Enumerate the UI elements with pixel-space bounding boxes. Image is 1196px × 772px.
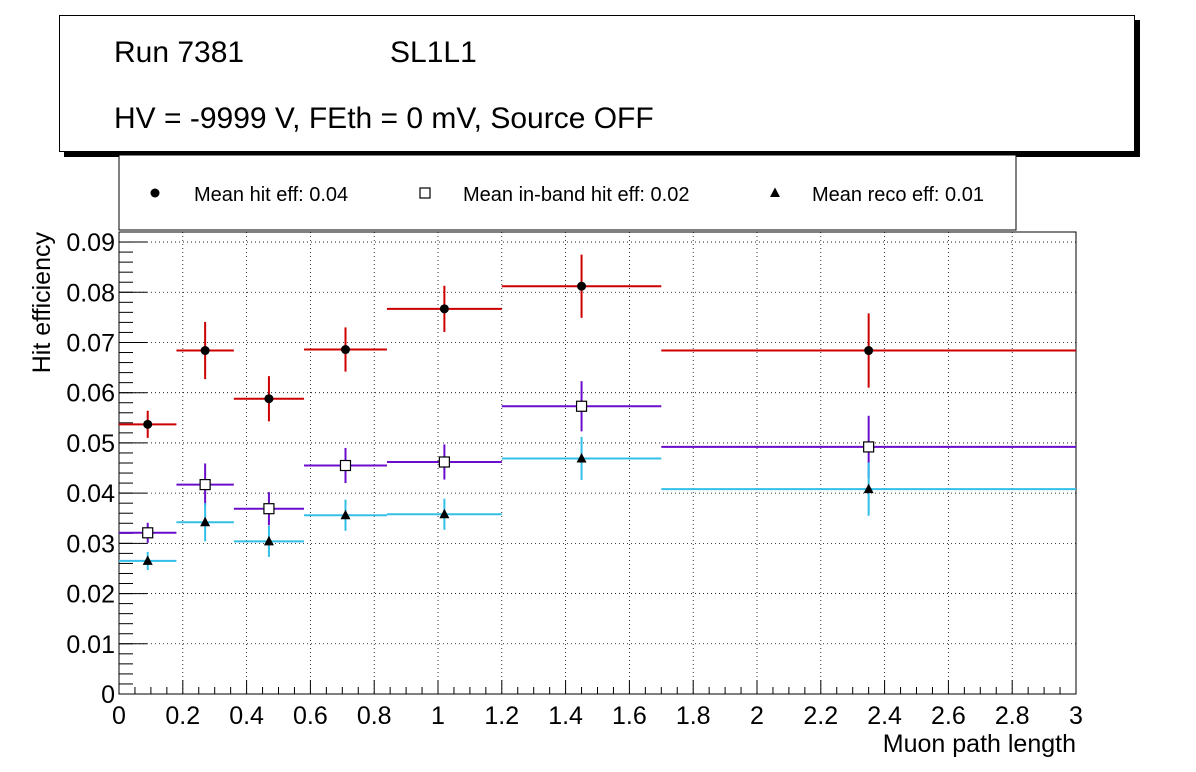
x-tick-label: 2.4: [867, 702, 902, 730]
legend-marker: [419, 187, 431, 199]
conditions-label: HV = -9999 V, FEth = 0 mV, Source OFF: [114, 102, 654, 135]
legend-label: Mean reco eff: 0.01: [812, 184, 984, 206]
x-tick-label: 0.6: [293, 702, 328, 730]
data-point: [143, 419, 153, 429]
x-axis-label: Muon path length: [883, 730, 1076, 758]
x-tick-label: 0.2: [165, 702, 200, 730]
data-point: [199, 478, 211, 491]
data-point: [577, 281, 587, 291]
y-axis-label: Hit efficiency: [28, 232, 56, 374]
y-tick-label: 0.05: [66, 430, 115, 458]
x-tick-label: 1.6: [612, 702, 647, 730]
data-point: [864, 346, 874, 356]
data-point: [263, 503, 275, 515]
data-point: [200, 346, 210, 356]
axes: 0 0.2 0.4 0.6 0.8 1 1.2 1.4 1.6 1.8 2 2.2 2.4 2.6 2.8 3…: [66, 229, 1083, 730]
legend-marker: [770, 187, 780, 197]
run-number: Run 7381: [114, 36, 245, 69]
data-point: [863, 441, 875, 453]
y-tick-label: 0.09: [66, 229, 115, 257]
data-point: [200, 516, 211, 527]
legend-box: [118, 154, 1017, 231]
data-point: [439, 508, 450, 519]
layer-label: SL1L1: [390, 36, 477, 69]
data-point: [340, 345, 350, 355]
grid: [119, 232, 1076, 694]
legend: Mean hit eff: 0.04 Mean in-band hit eff: …: [150, 184, 984, 206]
data-point: [264, 394, 274, 404]
x-tick-label: 2.8: [995, 702, 1030, 730]
x-tick-label: 1.4: [548, 702, 583, 730]
y-tick-label: 0.08: [66, 279, 115, 307]
x-tick-label: 3: [1069, 702, 1083, 730]
legend-label: Mean hit eff: 0.04: [194, 184, 348, 206]
data-marks: [119, 254, 1076, 570]
data-point: [142, 527, 154, 539]
data-point: [575, 400, 588, 412]
x-tick-label: 0.4: [229, 702, 264, 730]
data-point: [439, 304, 449, 314]
x-tick-label: 1: [431, 702, 445, 730]
data-point: [438, 456, 450, 468]
y-tick-label: 0.04: [66, 480, 115, 508]
y-tick-label: 0.07: [66, 329, 115, 357]
x-tick-label: 2.2: [803, 702, 838, 730]
title-box: Run 7381 SL1L1 HV = -9999 V, FEth = 0 mV…: [59, 15, 1135, 152]
x-tick-label: 1.8: [676, 702, 711, 730]
x-tick-label: 2.6: [931, 702, 966, 730]
y-tick-label: 0.01: [66, 631, 115, 659]
legend-marker: [150, 188, 160, 198]
x-tick-label: 0.8: [357, 702, 392, 730]
data-point: [339, 459, 352, 472]
legend-label: Mean in-band hit eff: 0.02: [463, 184, 689, 206]
data-point: [142, 555, 153, 565]
y-tick-label: 0.02: [66, 581, 115, 609]
y-tick-label: 0.03: [66, 530, 115, 558]
data-point: [863, 483, 874, 494]
y-tick-label: 0: [101, 681, 115, 709]
plot-frame: [118, 231, 1077, 695]
x-tick-label: 2: [750, 702, 764, 730]
data-point: [576, 452, 587, 463]
data-point: [340, 509, 351, 520]
data-point: [263, 535, 274, 546]
x-tick-label: 1.2: [484, 702, 519, 730]
y-tick-label: 0.06: [66, 380, 115, 408]
x-tick-label: 0: [112, 702, 126, 730]
